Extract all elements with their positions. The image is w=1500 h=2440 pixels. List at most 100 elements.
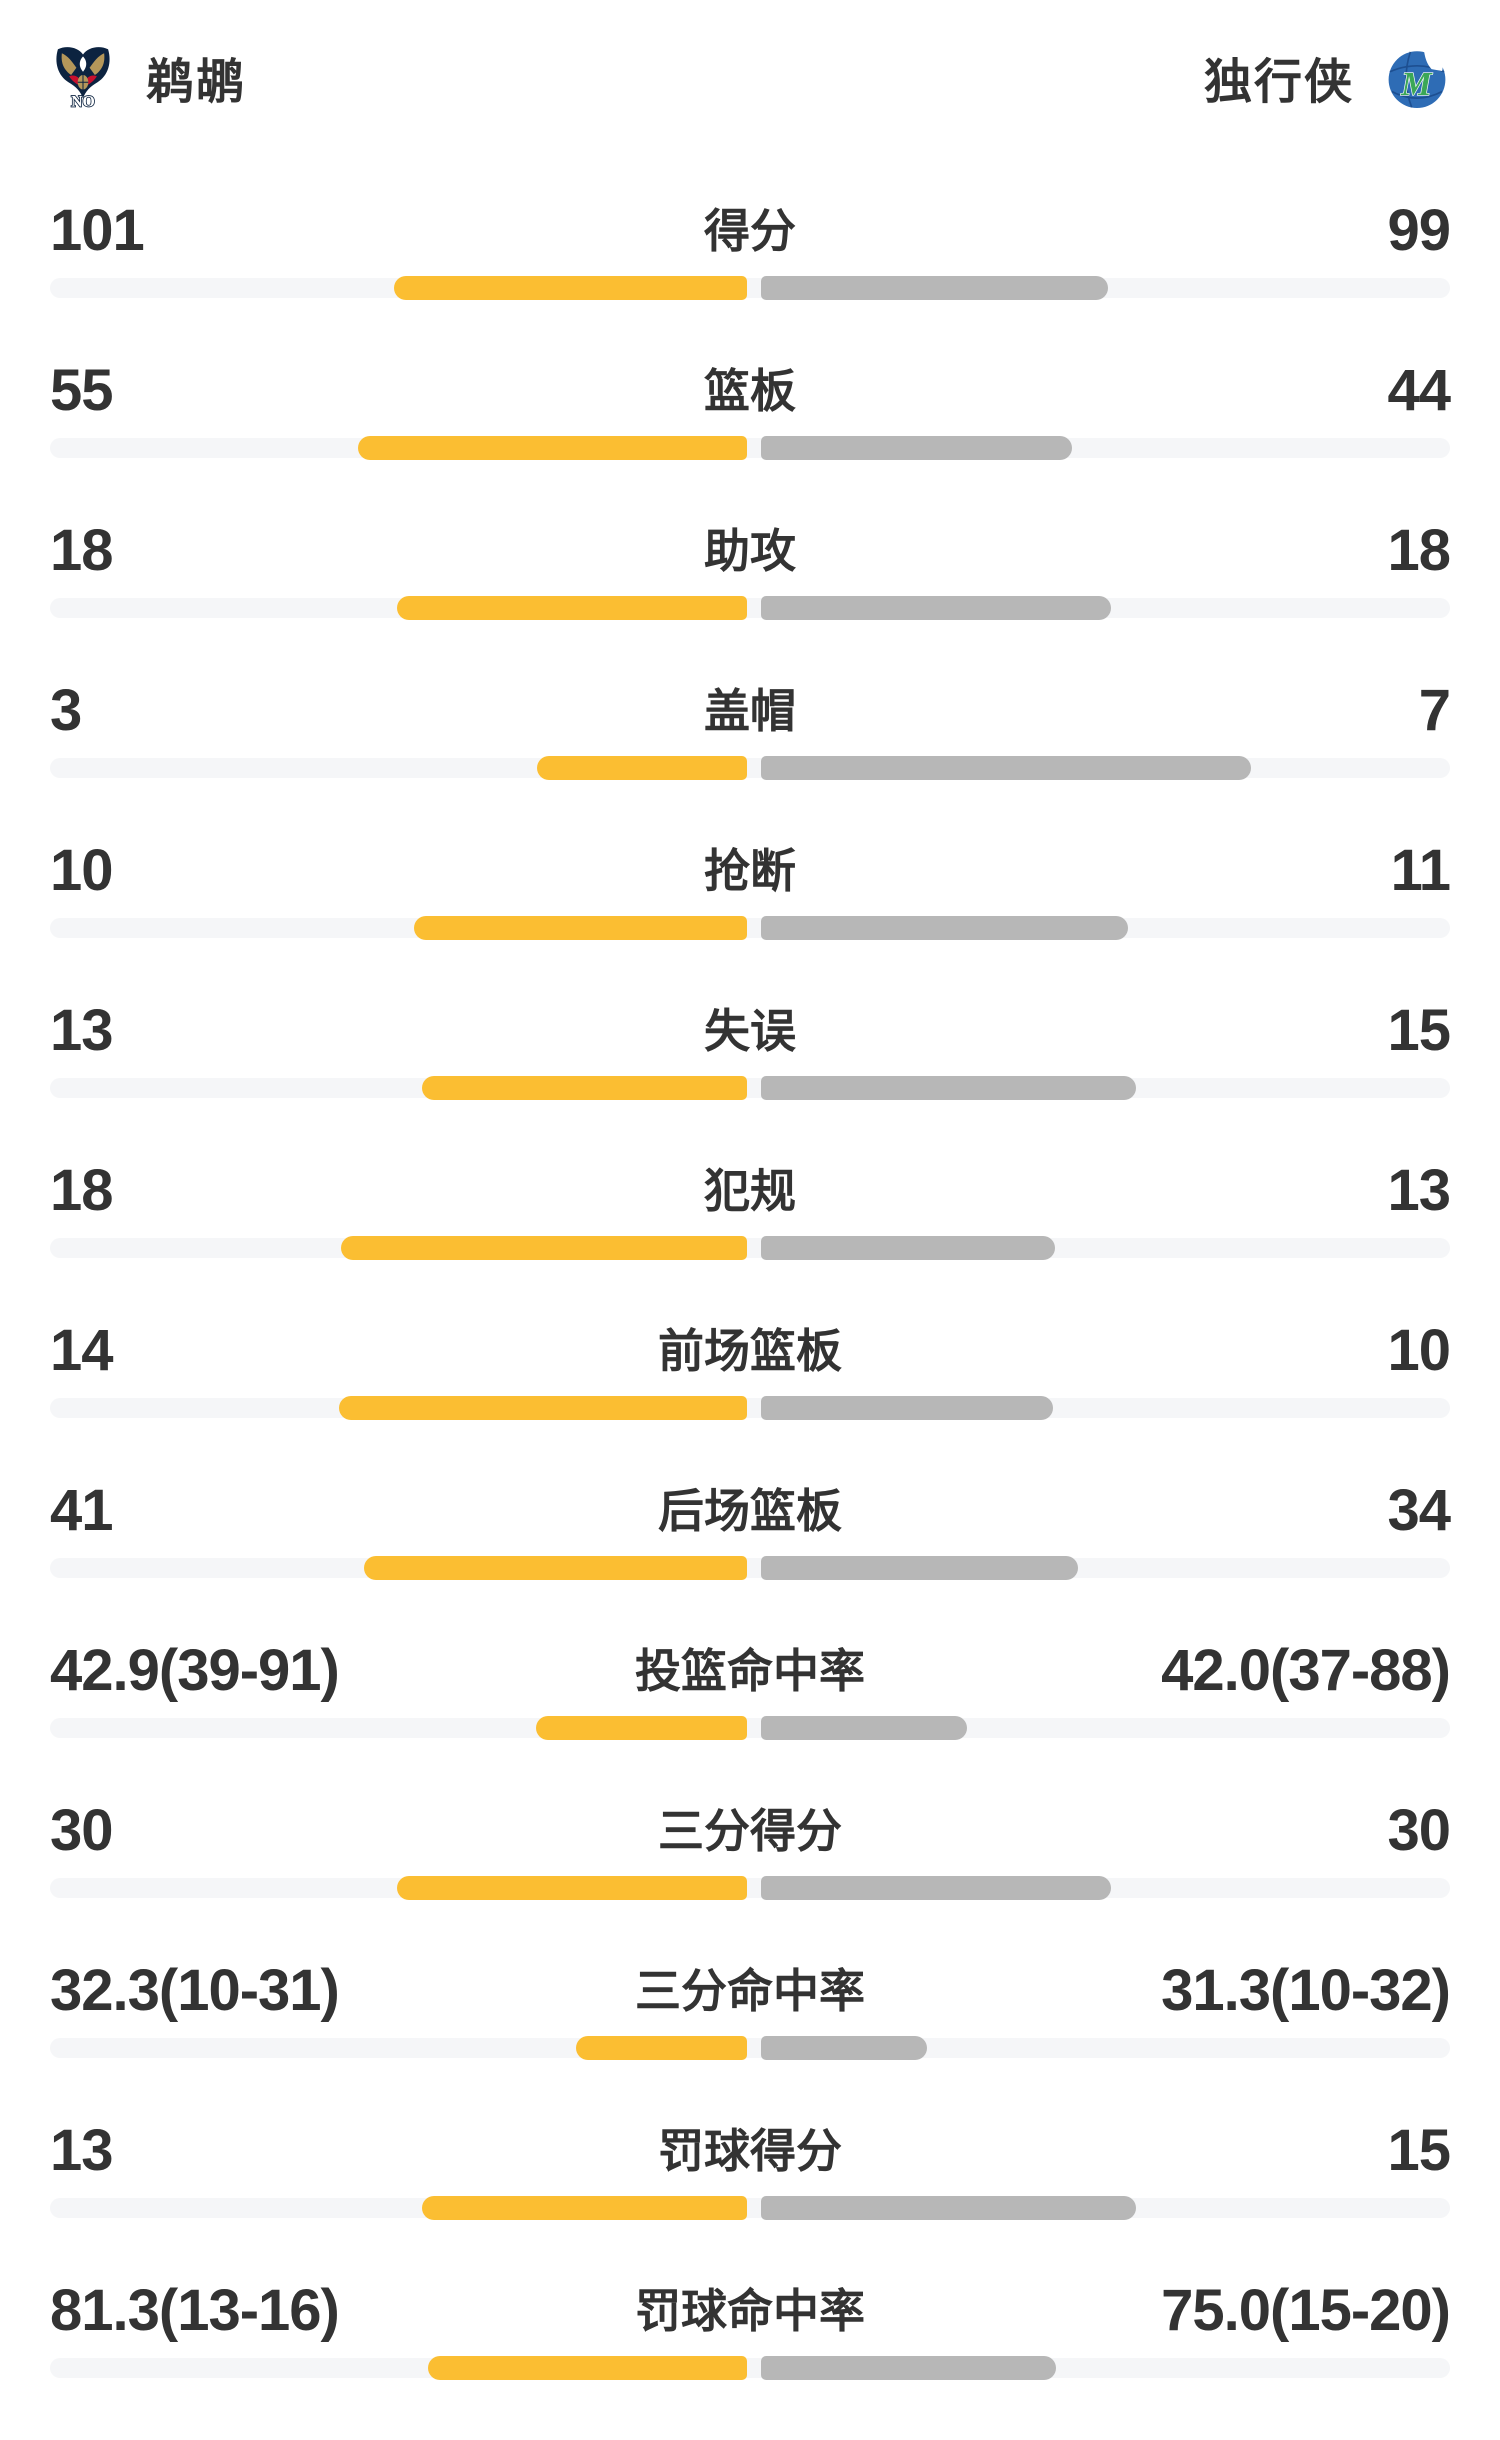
away-bar: [761, 276, 1108, 300]
away-bar: [761, 2196, 1136, 2220]
home-value: 14: [50, 1318, 114, 1383]
stat-bar-track: [50, 1076, 1450, 1100]
stat-row: 18 助攻 18: [50, 518, 1451, 680]
home-value: 3: [50, 678, 82, 743]
away-value: 15: [1387, 2118, 1451, 2183]
away-bar: [761, 596, 1111, 620]
away-bar: [761, 1556, 1079, 1580]
away-value: 13: [1387, 1158, 1451, 1223]
stat-bar-track: [50, 2356, 1450, 2380]
stat-row: 30 三分得分 30: [50, 1798, 1451, 1960]
stat-label: 盖帽: [704, 685, 796, 737]
away-bar: [761, 916, 1128, 940]
home-bar: [422, 2196, 747, 2220]
home-value: 101: [50, 198, 145, 263]
stat-bar-track: [50, 1236, 1450, 1260]
away-value: 44: [1387, 358, 1451, 423]
stat-label: 前场篮板: [658, 1325, 842, 1377]
stat-row: 101 得分 99: [50, 198, 1451, 360]
home-bar: [413, 916, 747, 940]
stat-label: 投篮命中率: [635, 1645, 865, 1697]
away-bar: [761, 1716, 968, 1740]
home-value: 10: [50, 838, 114, 903]
stat-row: 3 盖帽 7: [50, 678, 1451, 840]
home-value: 18: [50, 518, 114, 583]
away-value: 18: [1387, 518, 1451, 583]
away-value: 34: [1387, 1478, 1451, 1543]
away-bar: [761, 2356, 1056, 2380]
stat-label: 助攻: [704, 525, 796, 577]
stat-label: 犯规: [704, 1165, 796, 1217]
stat-bar-track: [50, 596, 1450, 620]
away-value: 7: [1418, 678, 1451, 743]
away-bar: [761, 2036, 928, 2060]
stat-row: 14 前场篮板 10: [50, 1318, 1451, 1480]
away-bar: [761, 1876, 1111, 1900]
mavericks-logo: M: [1384, 44, 1450, 110]
stat-label: 三分命中率: [635, 1965, 865, 2017]
home-value: 32.3(10-31): [50, 1958, 340, 2023]
home-bar: [338, 1396, 747, 1420]
stat-bar-track: [50, 276, 1450, 300]
home-value: 13: [50, 998, 114, 1063]
away-value: 11: [1390, 838, 1451, 903]
home-bar: [358, 436, 747, 460]
stat-row: 13 罚球得分 15: [50, 2118, 1451, 2280]
away-value: 31.3(10-32): [1161, 1958, 1451, 2023]
home-bar: [397, 596, 747, 620]
away-bar: [761, 1396, 1053, 1420]
home-bar: [364, 1556, 747, 1580]
away-team-name: 独行侠: [1203, 56, 1354, 109]
away-value: 42.0(37-88): [1161, 1638, 1451, 1703]
stat-label: 抢断: [704, 845, 796, 897]
stat-bar-track: [50, 2196, 1450, 2220]
stat-row: 10 抢断 11: [50, 838, 1451, 1000]
home-value: 55: [50, 358, 114, 423]
home-value: 41: [50, 1478, 114, 1543]
home-bar: [575, 2036, 747, 2060]
home-bar: [536, 1716, 747, 1740]
home-bar: [422, 1076, 747, 1100]
away-bar: [761, 756, 1251, 780]
stat-label: 罚球命中率: [635, 2285, 865, 2337]
stat-label: 得分: [704, 205, 796, 257]
home-bar: [537, 756, 747, 780]
away-value: 15: [1387, 998, 1451, 1063]
home-bar: [397, 1876, 747, 1900]
stat-label: 后场篮板: [658, 1485, 842, 1537]
stat-row: 13 失误 15: [50, 998, 1451, 1160]
stat-bar-track: [50, 1556, 1450, 1580]
stat-label: 篮板: [704, 365, 796, 417]
stat-bar-track: [50, 436, 1450, 460]
stat-row: 55 篮板 44: [50, 358, 1451, 520]
stat-label: 罚球得分: [658, 2125, 842, 2177]
away-value: 30: [1387, 1798, 1451, 1863]
stats-list: 101 得分 99 55 篮板 44 18 助攻: [50, 198, 1451, 2440]
stat-row: 41 后场篮板 34: [50, 1478, 1451, 1640]
away-value: 10: [1387, 1318, 1451, 1383]
stat-row: 18 犯规 13: [50, 1158, 1451, 1320]
home-value: 81.3(13-16): [50, 2278, 340, 2343]
svg-text:NO: NO: [71, 94, 95, 110]
header: NO 鹈鹕 独行侠 M: [50, 42, 1450, 112]
stat-bar-track: [50, 2036, 1450, 2060]
home-team: NO 鹈鹕: [50, 42, 246, 112]
stat-bar-track: [50, 1876, 1450, 1900]
away-value: 99: [1387, 198, 1451, 263]
stat-row: 32.3(10-31) 三分命中率 31.3(10-32): [50, 1958, 1451, 2120]
stat-row: 81.3(13-16) 罚球命中率 75.0(15-20): [50, 2278, 1451, 2440]
away-team: 独行侠 M: [1204, 42, 1450, 112]
team-stats-panel: NO 鹈鹕 独行侠 M 101 得分: [50, 0, 1451, 2440]
stat-bar-track: [50, 1716, 1450, 1740]
away-bar: [761, 436, 1073, 460]
home-bar: [340, 1236, 747, 1260]
home-value: 42.9(39-91): [50, 1638, 340, 1703]
stat-bar-track: [50, 1396, 1450, 1420]
home-team-name: 鹈鹕: [146, 56, 247, 109]
home-bar: [393, 276, 747, 300]
stat-label: 三分得分: [658, 1805, 842, 1857]
stat-bar-track: [50, 916, 1450, 940]
stat-label: 失误: [704, 1005, 796, 1057]
home-value: 18: [50, 1158, 114, 1223]
home-value: 13: [50, 2118, 114, 2183]
